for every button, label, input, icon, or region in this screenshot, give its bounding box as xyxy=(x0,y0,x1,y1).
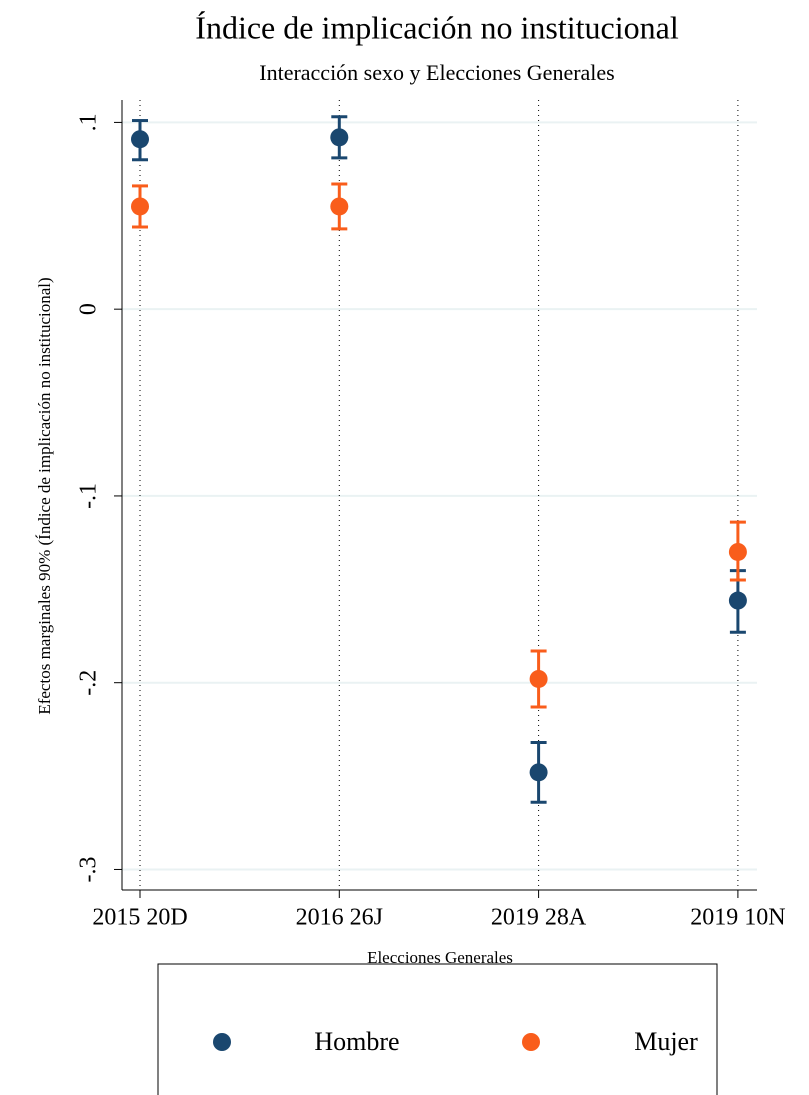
legend-label: Mujer xyxy=(634,1027,698,1056)
y-tick-label: -.1 xyxy=(76,483,102,509)
point xyxy=(728,591,747,610)
legend-marker xyxy=(522,1033,540,1051)
point xyxy=(131,197,149,216)
point xyxy=(131,130,149,149)
chart-title: Índice de implicación no institucional xyxy=(195,9,679,45)
point xyxy=(529,669,548,688)
point xyxy=(330,128,349,147)
legend-box xyxy=(157,963,718,1095)
point xyxy=(330,197,349,216)
x-tick-label: 2016 26J xyxy=(296,905,383,931)
y-tick-label: .1 xyxy=(76,113,102,131)
y-tick-label: -.2 xyxy=(76,670,102,696)
y-axis-label: Efectos marginales 90% (Índice de implic… xyxy=(35,277,54,714)
legend-label: Hombre xyxy=(314,1027,399,1056)
x-tick-label: 2019 28A xyxy=(491,905,587,931)
chart-subtitle: Interacción sexo y Elecciones Generales xyxy=(259,60,615,85)
x-tick-label: 2015 20D xyxy=(92,905,187,931)
legend-marker xyxy=(213,1033,231,1051)
y-tick-label: 0 xyxy=(76,303,102,315)
point xyxy=(529,763,548,782)
point xyxy=(728,542,747,561)
x-axis-label: Elecciones Generales xyxy=(367,948,513,967)
y-tick-label: -.3 xyxy=(76,856,102,882)
x-tick-label: 2019 10N xyxy=(690,905,785,931)
